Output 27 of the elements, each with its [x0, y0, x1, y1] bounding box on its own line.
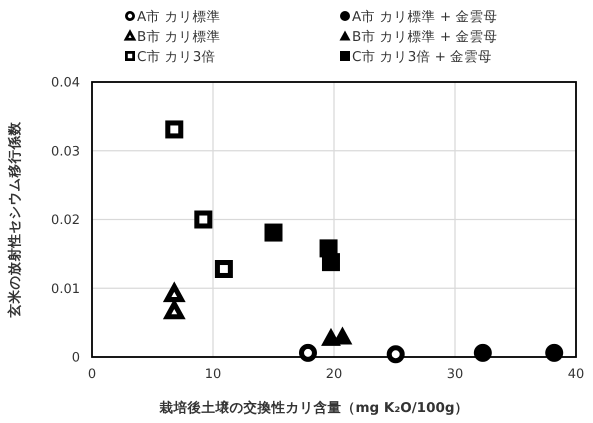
y-tick-label: 0.02	[51, 213, 80, 228]
point	[386, 345, 405, 364]
legend-label: A市 カリ標準	[137, 9, 221, 25]
legend-label: C市 カリ3倍	[137, 49, 216, 65]
point	[194, 210, 212, 228]
legend-label: B市 カリ標準	[137, 29, 221, 45]
legend-label: B市 カリ標準 + 金雲母	[352, 29, 498, 45]
point	[298, 344, 317, 362]
x-tick-label: 40	[568, 367, 584, 382]
y-axis-title: 玄米の放射性セシウム移行係数	[6, 120, 23, 318]
legend-label: A市 カリ標準 + 金雲母	[352, 9, 498, 25]
point	[322, 253, 340, 272]
x-tick-label: 0	[88, 367, 96, 382]
point	[264, 224, 282, 242]
y-tick-label: 0.03	[51, 144, 80, 160]
point	[474, 344, 492, 362]
point	[214, 260, 233, 278]
y-tick-label: 0	[72, 350, 80, 366]
x-axis-title: 栽培後土壌の交換性カリ含量（mg K₂O/100g）	[158, 399, 469, 416]
x-tick-label: 10	[204, 367, 222, 382]
point	[545, 344, 564, 362]
y-tick-label: 0.04	[51, 76, 80, 90]
point	[165, 120, 184, 138]
y-tick-label: 0.01	[51, 282, 80, 297]
legend-label: C市 カリ3倍 + 金雲母	[352, 49, 492, 65]
x-tick-label: 20	[326, 367, 342, 382]
x-tick-label: 30	[446, 367, 464, 382]
